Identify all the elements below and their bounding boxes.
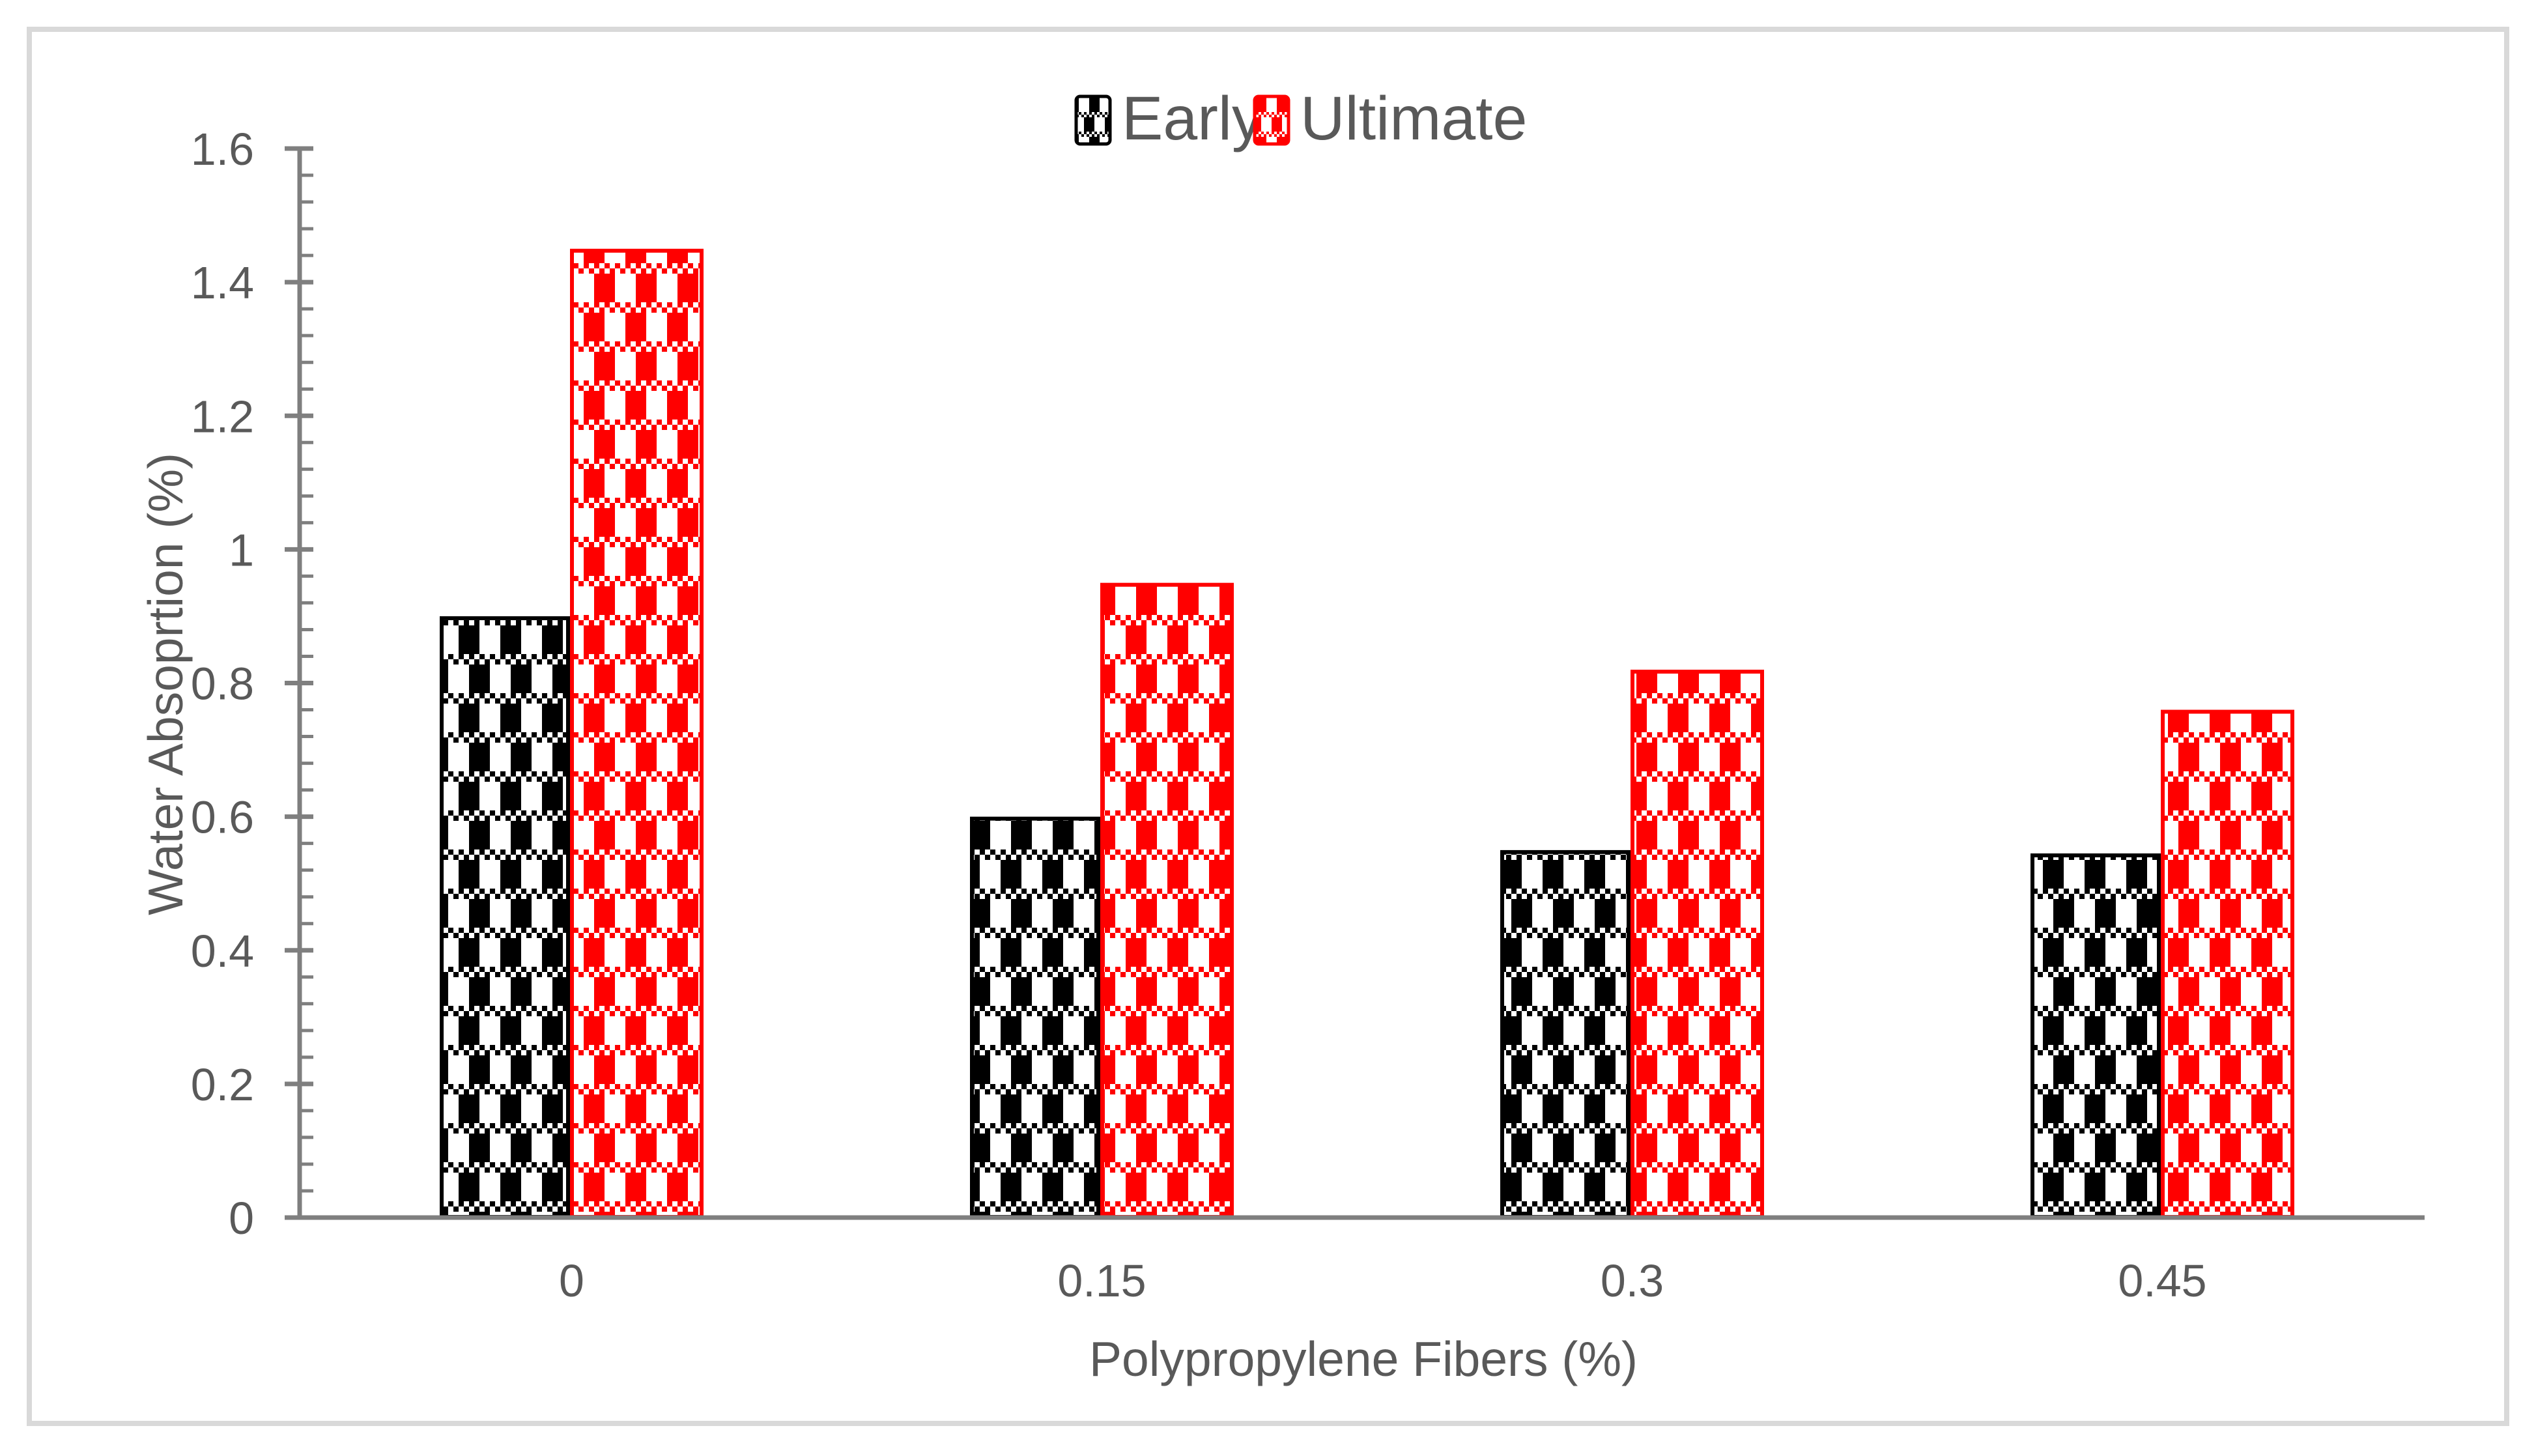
y-tick-label-0: 0: [229, 1193, 254, 1244]
bar-early-0.45: [2030, 853, 2161, 1220]
x-tick-label-0.3: 0.3: [1601, 1255, 1664, 1306]
y-tick-label-1.4: 1.4: [191, 257, 254, 308]
y-tick-label-0.8: 0.8: [191, 659, 254, 709]
y-tick-label-0.4: 0.4: [191, 926, 254, 977]
bar-ultimate-0.3: [1631, 669, 1764, 1220]
legend: Early Ultimate: [1074, 84, 1527, 153]
figure-border: [27, 27, 2509, 1426]
x-tick-label-0: 0: [559, 1255, 584, 1306]
y-tick-label-0.6: 0.6: [191, 792, 254, 843]
bar-ultimate-0: [570, 248, 704, 1219]
legend-label-early: Early: [1122, 84, 1263, 153]
axes-group: [285, 146, 2425, 1220]
y-axis-title: Water Absoprtion (%): [138, 453, 193, 915]
legend-label-ultimate: Ultimate: [1300, 84, 1527, 153]
bar-ultimate-0.45: [2161, 709, 2294, 1219]
x-tick-label-0.45: 0.45: [2118, 1255, 2206, 1306]
legend-swatch-early: [1074, 94, 1112, 146]
x-axis-title: Polypropylene Fibers (%): [1089, 1332, 1638, 1386]
bar-ultimate-0.15: [1100, 582, 1234, 1219]
bar-early-0.3: [1500, 849, 1631, 1219]
bar-early-0.15: [970, 816, 1100, 1219]
x-tick-labels: 0 0.15 0.3 0.45: [559, 1255, 2207, 1306]
y-tick-label-0.2: 0.2: [191, 1059, 254, 1110]
y-tick-label-1: 1: [229, 524, 254, 575]
y-axis-ticks: [285, 146, 313, 1220]
legend-swatch-ultimate: [1253, 94, 1290, 146]
y-tick-labels: 0 0.2 0.4 0.6 0.8 1 1.2 1.4 1.6: [191, 124, 254, 1244]
bars-group: [440, 248, 2294, 1220]
y-tick-label-1.6: 1.6: [191, 124, 254, 175]
x-tick-label-0.15: 0.15: [1057, 1255, 1146, 1306]
bar-early-0: [440, 616, 570, 1219]
y-tick-label-1.2: 1.2: [191, 391, 254, 442]
